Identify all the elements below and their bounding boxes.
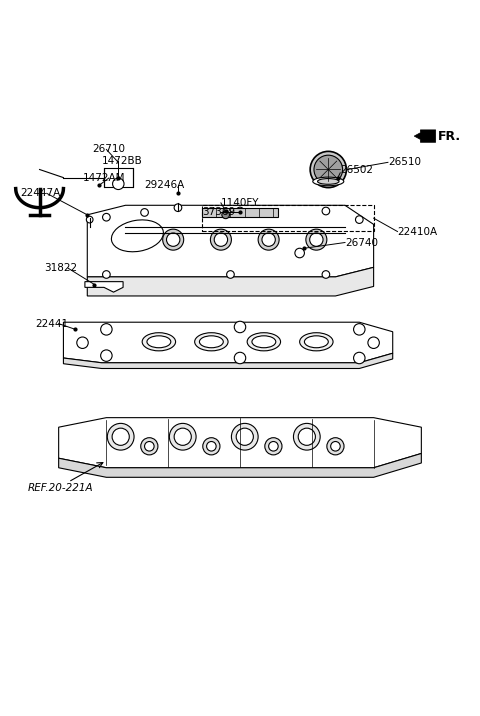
Circle shape: [141, 208, 148, 216]
Ellipse shape: [147, 336, 171, 348]
Circle shape: [203, 437, 220, 455]
Circle shape: [101, 324, 112, 335]
Circle shape: [163, 229, 184, 250]
Text: 22410A: 22410A: [397, 226, 438, 236]
Circle shape: [269, 442, 278, 451]
Circle shape: [262, 233, 276, 246]
Circle shape: [101, 350, 112, 362]
Text: 29246A: 29246A: [144, 180, 185, 190]
Text: 1472BB: 1472BB: [102, 156, 143, 166]
Circle shape: [310, 233, 323, 246]
Ellipse shape: [247, 333, 281, 351]
Ellipse shape: [318, 178, 339, 184]
Text: 26510: 26510: [388, 158, 421, 168]
Text: 37369: 37369: [202, 207, 235, 217]
Ellipse shape: [252, 336, 276, 348]
Circle shape: [331, 442, 340, 451]
Circle shape: [227, 271, 234, 279]
Circle shape: [210, 229, 231, 250]
Circle shape: [144, 442, 154, 451]
Circle shape: [103, 271, 110, 279]
Circle shape: [354, 324, 365, 335]
Circle shape: [368, 337, 379, 349]
Circle shape: [322, 207, 330, 215]
Circle shape: [206, 442, 216, 451]
Circle shape: [322, 271, 330, 279]
Ellipse shape: [300, 333, 333, 351]
Text: 31822: 31822: [44, 263, 77, 274]
Text: FR.: FR.: [438, 130, 461, 142]
Circle shape: [222, 211, 229, 218]
Polygon shape: [59, 453, 421, 478]
Bar: [104, 168, 132, 187]
Polygon shape: [87, 205, 373, 277]
Text: 26502: 26502: [340, 165, 373, 175]
Polygon shape: [63, 353, 393, 369]
Polygon shape: [59, 417, 421, 468]
Text: 26740: 26740: [345, 238, 378, 248]
Polygon shape: [63, 322, 393, 363]
Text: 22447A: 22447A: [21, 188, 61, 198]
Circle shape: [77, 337, 88, 349]
Circle shape: [265, 437, 282, 455]
Text: 1472AM: 1472AM: [83, 173, 125, 183]
Circle shape: [327, 437, 344, 455]
Circle shape: [236, 428, 253, 445]
Circle shape: [236, 207, 244, 215]
Circle shape: [293, 423, 320, 450]
Polygon shape: [85, 281, 123, 292]
Text: 26710: 26710: [92, 145, 125, 155]
Circle shape: [306, 229, 327, 250]
Circle shape: [112, 428, 129, 445]
Circle shape: [174, 428, 192, 445]
Circle shape: [174, 204, 182, 211]
Polygon shape: [414, 130, 436, 142]
Ellipse shape: [142, 333, 176, 351]
Circle shape: [314, 155, 343, 184]
Text: REF.20-221A: REF.20-221A: [28, 483, 93, 493]
Ellipse shape: [111, 220, 163, 252]
Circle shape: [234, 352, 246, 364]
Ellipse shape: [199, 336, 223, 348]
Circle shape: [141, 437, 158, 455]
Ellipse shape: [304, 336, 328, 348]
Circle shape: [86, 216, 93, 223]
Circle shape: [298, 428, 315, 445]
Circle shape: [103, 213, 110, 221]
Circle shape: [113, 178, 124, 190]
Circle shape: [258, 229, 279, 250]
Text: 22441: 22441: [35, 319, 68, 329]
Circle shape: [310, 151, 347, 188]
Circle shape: [234, 321, 246, 333]
Ellipse shape: [313, 177, 344, 185]
Ellipse shape: [195, 333, 228, 351]
Circle shape: [169, 423, 196, 450]
Circle shape: [295, 248, 304, 258]
Circle shape: [214, 233, 228, 246]
Polygon shape: [202, 208, 278, 217]
Bar: [202, 205, 373, 231]
Circle shape: [167, 233, 180, 246]
Text: 1140FY: 1140FY: [221, 198, 259, 208]
Circle shape: [108, 423, 134, 450]
Circle shape: [231, 423, 258, 450]
Circle shape: [356, 216, 363, 223]
Polygon shape: [87, 267, 373, 296]
Circle shape: [354, 352, 365, 364]
